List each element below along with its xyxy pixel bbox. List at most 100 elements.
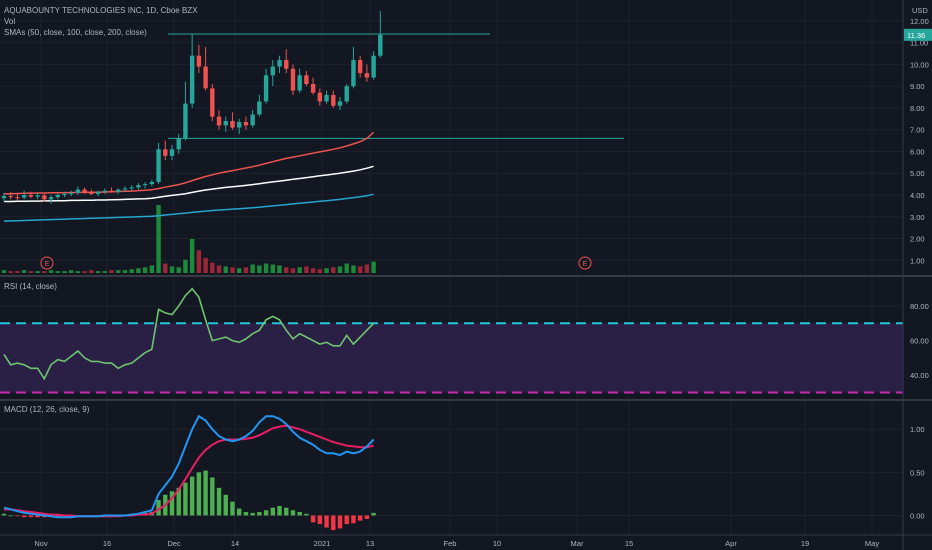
candle-body — [122, 188, 128, 190]
macd-histogram-bar — [317, 515, 323, 525]
candle-body — [116, 189, 121, 192]
rsi-label: RSI (14, close) — [4, 282, 57, 291]
macd-histogram-bar — [223, 494, 228, 516]
time-tick-label: 16 — [103, 539, 111, 548]
macd-histogram-bar — [310, 515, 316, 523]
candle-body — [277, 60, 282, 67]
volume-bar — [21, 270, 27, 273]
volume-bar — [102, 271, 107, 273]
macd-histogram-bar — [21, 515, 27, 518]
price-tick-label: 11.00 — [910, 39, 928, 48]
candle-body — [216, 116, 222, 126]
volume-bar — [48, 270, 54, 273]
time-tick-label: Mar — [571, 539, 584, 548]
macd-histogram-bar — [337, 515, 343, 529]
volume-bar — [331, 267, 336, 273]
volume-bar — [257, 265, 262, 273]
rsi-tick-label: 40.00 — [910, 371, 929, 380]
volume-bar — [69, 270, 74, 273]
volume-bar — [116, 270, 121, 273]
volume-bar — [89, 270, 94, 273]
candle-body — [250, 114, 255, 126]
macd-tick-label: 0.00 — [910, 511, 925, 520]
candle-body — [284, 60, 289, 69]
macd-histogram-bar — [324, 515, 329, 528]
macd-histogram-bar — [237, 508, 242, 516]
time-tick-label: 10 — [493, 539, 501, 548]
volume-bar — [82, 271, 87, 273]
chart-title: AQUABOUNTY TECHNOLOGIES INC, 1D, Cboe BZ… — [4, 6, 198, 15]
volume-bar — [216, 265, 222, 273]
candle-body — [69, 192, 74, 194]
macd-histogram-bar — [230, 501, 235, 516]
candle-body — [35, 195, 40, 197]
volume-bar — [189, 239, 195, 273]
volume-bar — [196, 250, 202, 273]
time-tick-label: Nov — [34, 539, 48, 548]
macd-histogram-bar — [257, 512, 262, 516]
time-tick-label: 14 — [231, 539, 239, 548]
earnings-marker — [578, 256, 592, 270]
candle-body — [136, 185, 141, 188]
volume-bar — [169, 266, 175, 273]
candle-body — [297, 75, 302, 91]
price-tick-label: 6.00 — [910, 147, 925, 156]
volume-bar — [277, 265, 282, 273]
volume-bar — [55, 271, 60, 273]
sma50-line — [3, 131, 375, 195]
macd-histogram-bar — [15, 515, 20, 517]
candle-body — [8, 196, 13, 198]
time-tick-label: May — [865, 539, 879, 548]
macd-histogram-bar — [351, 515, 356, 524]
volume-bar — [243, 267, 249, 273]
macd-histogram-bar — [270, 507, 275, 516]
volume-bar — [203, 257, 208, 273]
price-tick-label: 8.00 — [910, 104, 925, 113]
volume-bar — [142, 267, 148, 273]
candle-body — [129, 187, 134, 189]
macd-histogram-bar — [210, 477, 215, 516]
macd-histogram-bar — [176, 487, 181, 516]
volume-bar — [324, 268, 329, 273]
volume-bar — [8, 271, 13, 273]
volume-bar — [290, 268, 296, 273]
sma100-line — [4, 165, 374, 203]
volume-bar — [371, 261, 376, 273]
last-price-tag — [904, 28, 932, 41]
volume-bar — [28, 271, 34, 273]
candle-body — [257, 101, 262, 115]
time-tick-label: Apr — [725, 539, 737, 548]
candle-body — [310, 84, 316, 93]
time-tick-label: Feb — [444, 539, 457, 548]
macd-label: MACD (12, 26, close, 9) — [4, 405, 90, 414]
volume-bar — [237, 268, 242, 273]
volume-bar — [109, 270, 114, 273]
volume-bar — [337, 266, 343, 273]
candle-body — [344, 86, 349, 102]
volume-bar — [129, 269, 134, 273]
candle-body — [109, 190, 114, 192]
macd-histogram-bar — [156, 499, 161, 516]
volume-bar — [163, 263, 168, 273]
volume-bar — [344, 263, 349, 273]
candle-body — [304, 75, 309, 84]
rsi-pane[interactable] — [0, 287, 903, 394]
candle-body — [149, 181, 155, 185]
price-tick-label: 7.00 — [910, 126, 925, 135]
macd-tick-label: 0.50 — [910, 468, 925, 477]
earnings-marker-label: E — [583, 261, 588, 268]
candle-body — [223, 121, 228, 126]
price-tick-label: 5.00 — [910, 169, 925, 178]
rsi-tick-label: 60.00 — [910, 337, 929, 346]
macd-pane[interactable] — [1, 414, 376, 531]
macd-histogram-bar — [304, 513, 309, 516]
candle-body — [364, 73, 370, 78]
volume-bar — [42, 271, 47, 273]
candle-body — [357, 60, 363, 74]
price-tick-label: 10.00 — [910, 60, 929, 69]
volume-bar — [317, 269, 323, 273]
candle-body — [142, 184, 148, 186]
volume-bar — [149, 265, 155, 273]
volume-bar — [364, 264, 370, 273]
